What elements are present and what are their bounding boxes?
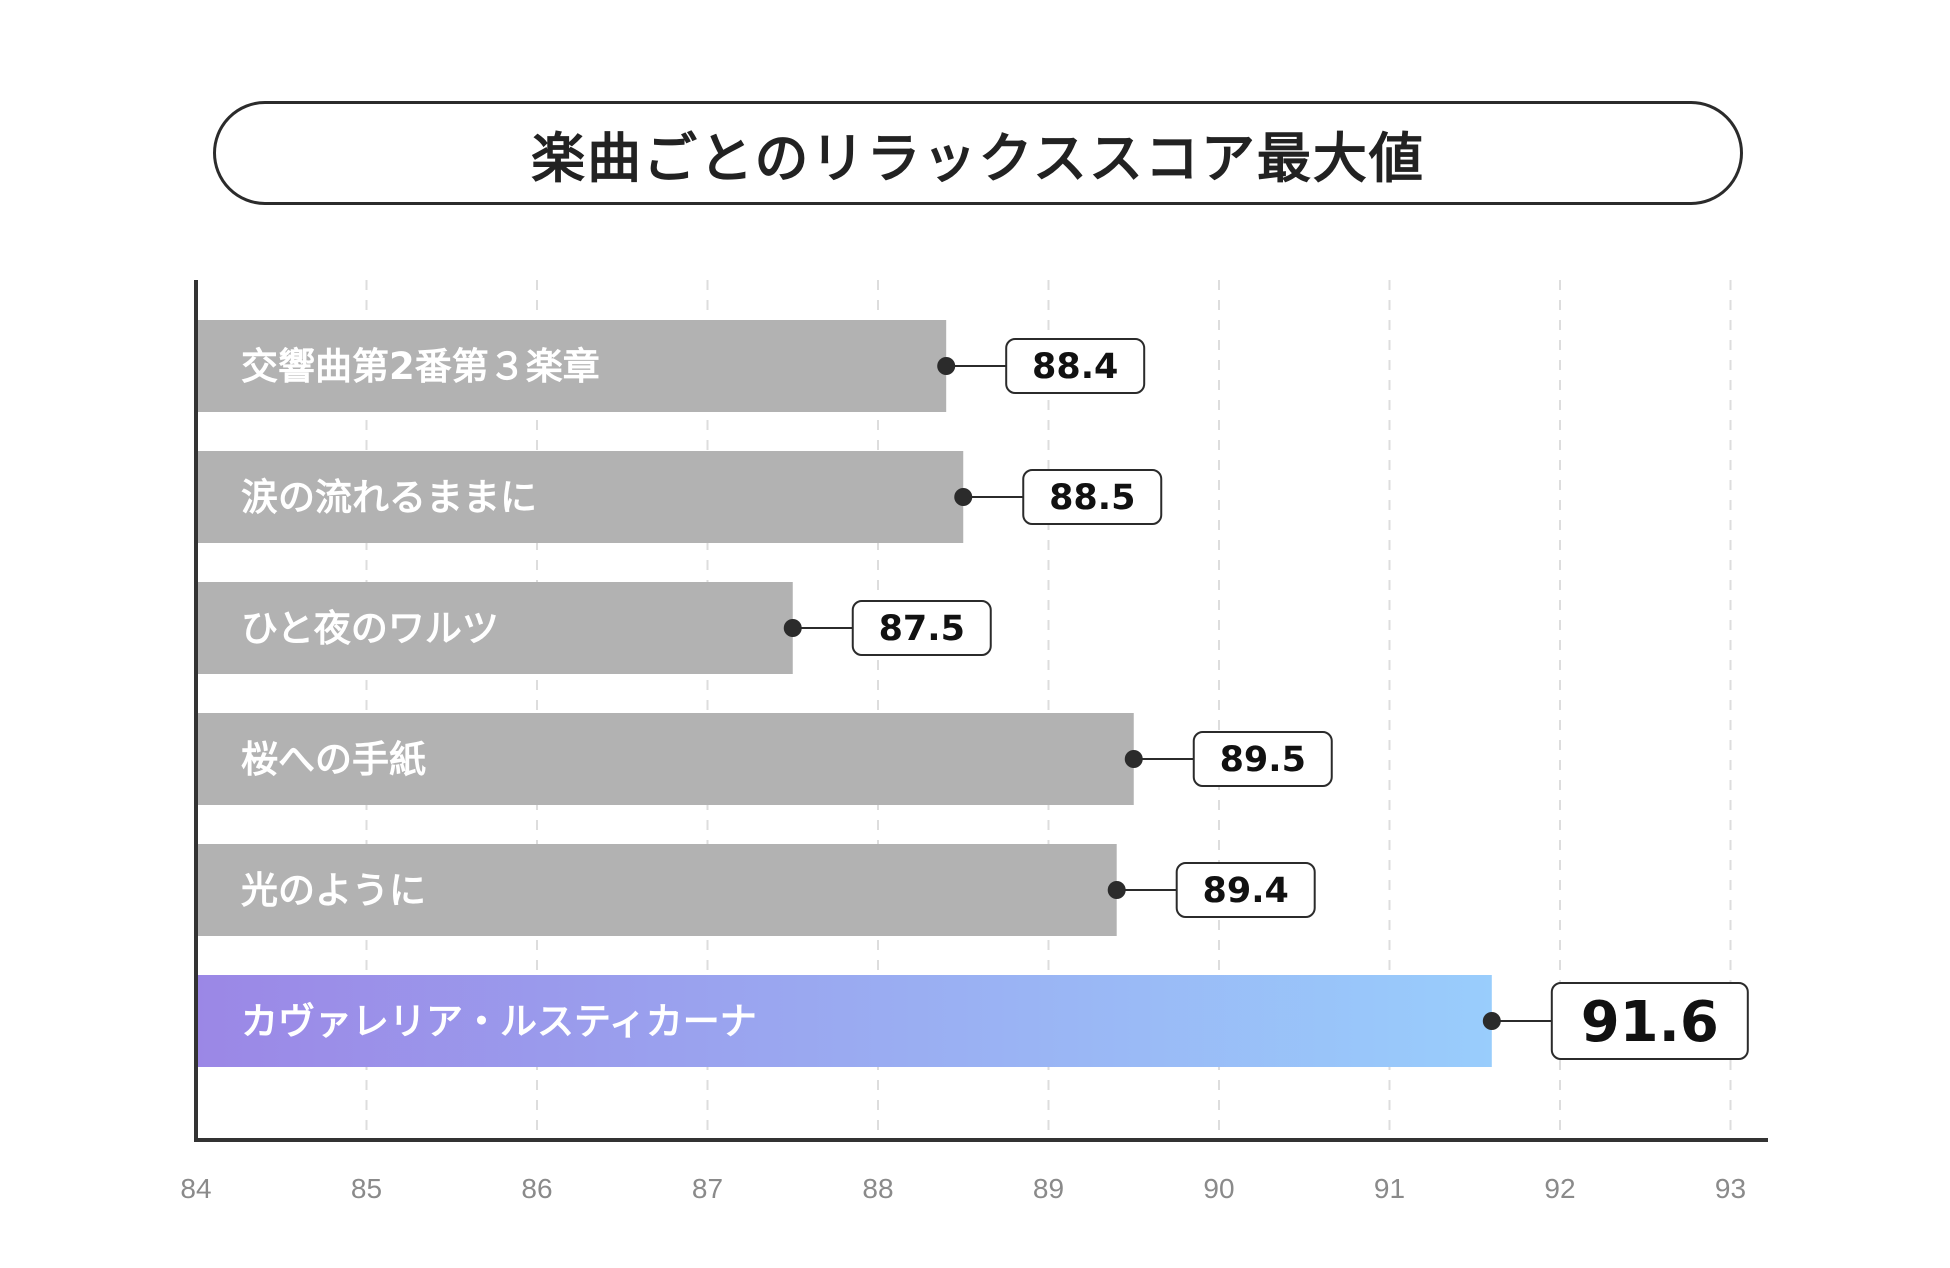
bar-label: 交響曲第2番第３楽章 xyxy=(241,345,600,388)
value-marker xyxy=(1124,750,1143,768)
value-marker xyxy=(937,357,956,375)
value-box xyxy=(1192,731,1333,787)
x-tick-label: 85 xyxy=(351,1173,382,1204)
bar xyxy=(196,451,964,543)
chart-title: 楽曲ごとのリラックススコア最大値 xyxy=(213,101,1743,205)
value-marker xyxy=(783,619,802,637)
x-tick-label: 87 xyxy=(692,1173,723,1204)
value-marker xyxy=(954,488,973,506)
value-box xyxy=(1022,469,1163,525)
bar-label: カヴァレリア・ルスティカーナ xyxy=(241,1000,757,1043)
bar-label: 光のように xyxy=(241,869,426,912)
x-tick-label: 93 xyxy=(1715,1173,1746,1204)
bar-label: 桜への手紙 xyxy=(241,738,426,781)
bar xyxy=(196,844,1117,936)
x-tick-label: 92 xyxy=(1544,1173,1575,1204)
x-tick-label: 84 xyxy=(180,1173,211,1204)
x-tick-label: 90 xyxy=(1203,1173,1234,1204)
bar xyxy=(196,713,1134,805)
value-marker xyxy=(1482,1012,1501,1030)
data-label: 88.5 xyxy=(1049,478,1135,518)
value-marker xyxy=(1107,881,1126,899)
x-tick-label: 89 xyxy=(1033,1173,1064,1204)
x-tick-label: 88 xyxy=(862,1173,893,1204)
value-box xyxy=(851,600,992,656)
data-label: 89.4 xyxy=(1203,871,1289,911)
data-label: 91.6 xyxy=(1581,990,1719,1055)
data-label: 87.5 xyxy=(879,609,965,649)
x-tick-label: 86 xyxy=(521,1173,552,1204)
data-label: 88.4 xyxy=(1032,347,1118,387)
bar xyxy=(196,582,793,674)
value-box xyxy=(1175,862,1316,918)
highlight-bar xyxy=(196,975,1492,1067)
data-label: 89.5 xyxy=(1220,740,1306,780)
bar-label: ひと夜のワルツ xyxy=(241,607,499,650)
value-box xyxy=(1550,982,1749,1060)
x-tick-label: 91 xyxy=(1374,1173,1405,1204)
bar xyxy=(196,320,947,412)
value-box xyxy=(1005,338,1146,394)
bar-label: 涙の流れるままに xyxy=(241,476,537,519)
